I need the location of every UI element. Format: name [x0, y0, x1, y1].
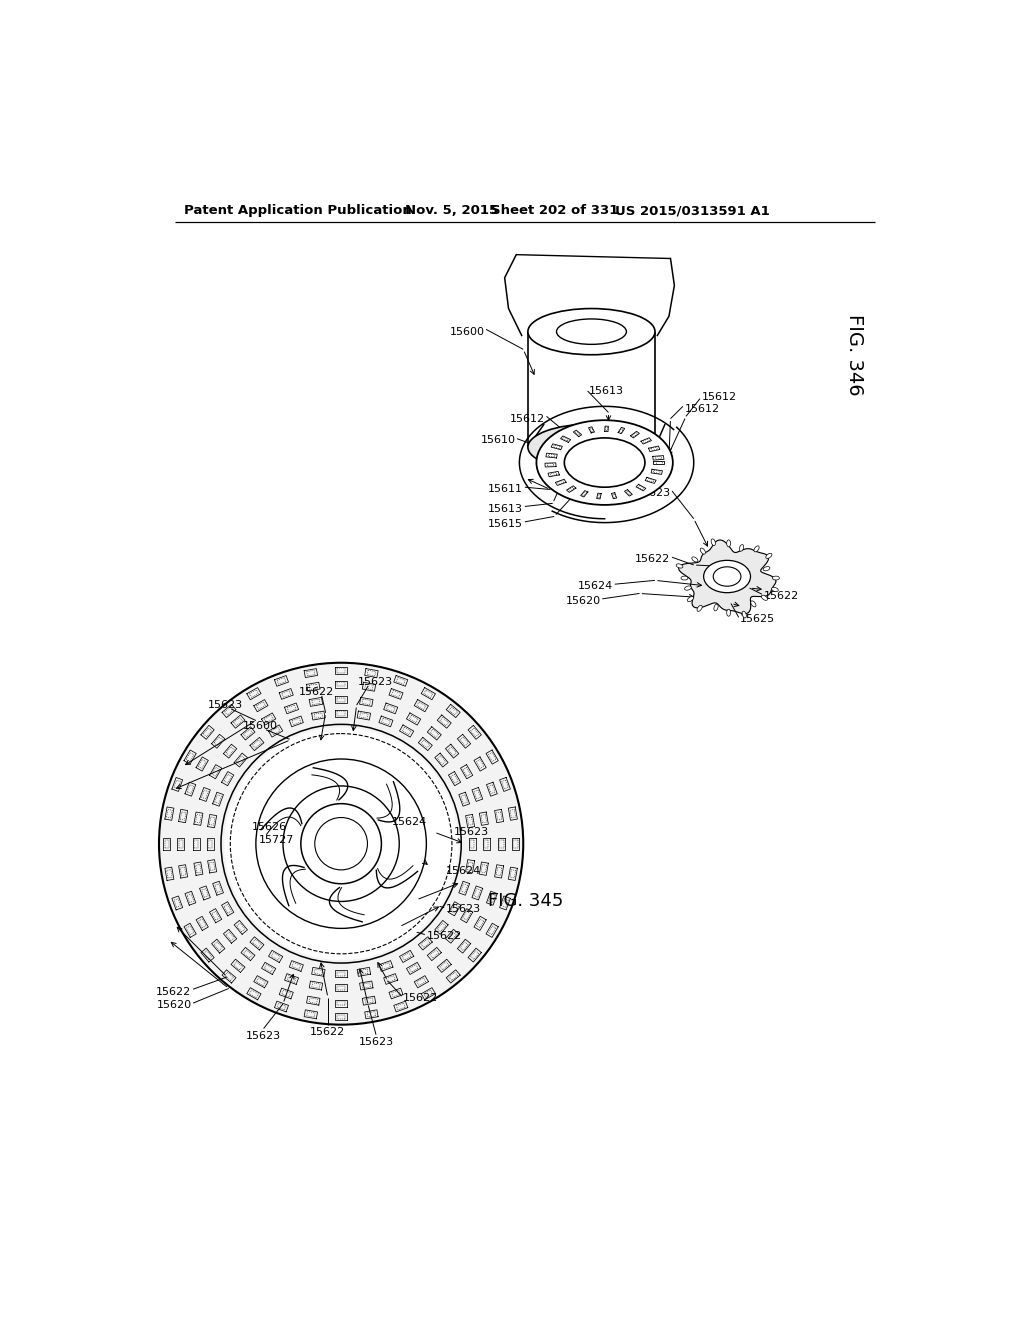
Text: 15613: 15613 [589, 385, 624, 396]
Ellipse shape [771, 587, 778, 591]
Text: 15623: 15623 [445, 904, 481, 915]
Ellipse shape [537, 420, 673, 506]
Text: 15611: 15611 [488, 484, 523, 495]
Text: FIG. 345: FIG. 345 [488, 892, 564, 911]
Text: 15727: 15727 [259, 834, 295, 845]
Ellipse shape [766, 553, 772, 558]
Text: 15624: 15624 [578, 581, 613, 591]
Ellipse shape [739, 545, 743, 552]
Ellipse shape [762, 595, 767, 601]
Text: 15612: 15612 [510, 413, 545, 424]
Text: FIG. 346: FIG. 346 [846, 314, 864, 396]
Text: 15622: 15622 [157, 986, 191, 997]
Text: 15622: 15622 [426, 931, 462, 941]
Ellipse shape [714, 566, 741, 586]
Ellipse shape [564, 438, 645, 487]
Ellipse shape [772, 576, 779, 579]
Circle shape [159, 663, 523, 1024]
Circle shape [314, 817, 368, 870]
Ellipse shape [727, 540, 730, 546]
Ellipse shape [528, 424, 655, 470]
Text: Nov. 5, 2015: Nov. 5, 2015 [406, 205, 499, 218]
Ellipse shape [685, 586, 691, 590]
Text: 15626: 15626 [252, 822, 287, 832]
Ellipse shape [751, 601, 756, 607]
Ellipse shape [528, 309, 655, 355]
Ellipse shape [711, 539, 716, 545]
Ellipse shape [742, 611, 746, 618]
Text: 15612: 15612 [684, 404, 720, 413]
Text: 15622: 15622 [299, 686, 334, 697]
Ellipse shape [754, 546, 759, 552]
Text: 15600: 15600 [243, 721, 278, 731]
Text: 15624: 15624 [445, 866, 481, 875]
Text: Sheet 202 of 331: Sheet 202 of 331 [490, 205, 618, 218]
Text: 15623: 15623 [454, 828, 488, 837]
Text: 15623: 15623 [635, 488, 671, 499]
Text: 15620: 15620 [157, 1001, 191, 1010]
Text: 15623: 15623 [357, 677, 392, 686]
Circle shape [301, 804, 381, 884]
Ellipse shape [703, 560, 751, 593]
Circle shape [159, 663, 523, 1024]
Text: 15622: 15622 [635, 554, 671, 564]
Ellipse shape [727, 610, 730, 616]
Text: 15613: 15613 [488, 504, 523, 513]
Text: US 2015/0313591 A1: US 2015/0313591 A1 [614, 205, 769, 218]
Ellipse shape [676, 564, 683, 568]
Polygon shape [679, 540, 776, 614]
Ellipse shape [763, 566, 770, 570]
Text: 15620: 15620 [565, 597, 601, 606]
Ellipse shape [556, 319, 627, 345]
Text: 15623: 15623 [246, 1031, 282, 1041]
Ellipse shape [687, 597, 693, 602]
Text: 15615: 15615 [488, 519, 523, 529]
Text: 15622: 15622 [310, 1027, 345, 1038]
Ellipse shape [556, 434, 627, 459]
Text: 15625: 15625 [740, 614, 775, 624]
Text: 15624: 15624 [391, 817, 427, 828]
Text: 15612: 15612 [701, 392, 736, 403]
Ellipse shape [692, 557, 698, 562]
Text: 15622: 15622 [403, 993, 438, 1003]
Text: 15610: 15610 [480, 436, 515, 445]
Text: 15600: 15600 [450, 326, 484, 337]
Text: 15623: 15623 [208, 700, 243, 710]
Ellipse shape [697, 606, 702, 611]
Circle shape [225, 729, 458, 960]
Text: 15623: 15623 [358, 1038, 393, 1047]
Ellipse shape [681, 576, 688, 579]
Ellipse shape [714, 605, 718, 611]
Text: 15622: 15622 [764, 591, 799, 601]
Text: Patent Application Publication: Patent Application Publication [183, 205, 412, 218]
Ellipse shape [700, 548, 706, 554]
